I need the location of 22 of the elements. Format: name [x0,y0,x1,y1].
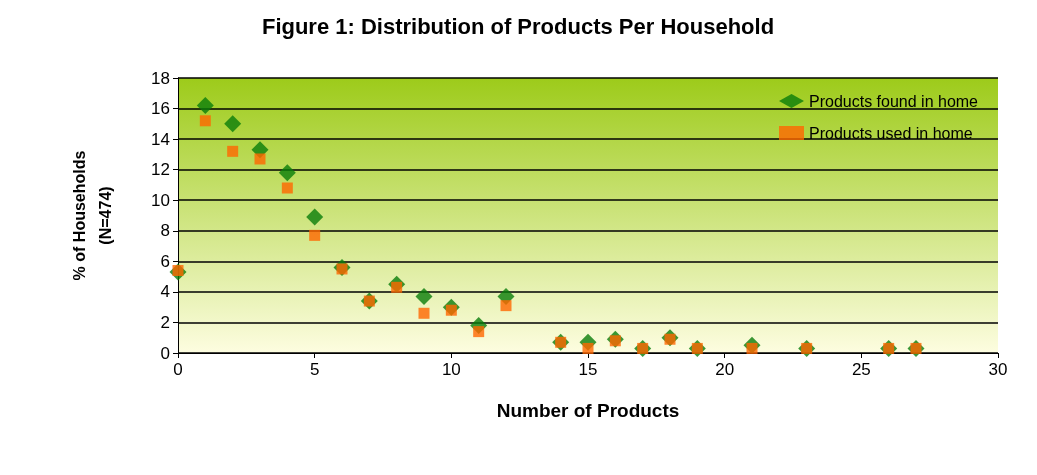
x-tick-label: 15 [578,360,598,379]
y-tick-label: 8 [160,221,170,241]
y-axis-title: % of Households (N=474) [70,150,114,281]
y-tick-label: 4 [160,282,170,302]
y-tick-label: 18 [151,68,170,88]
legend-label: Products found in home [809,92,979,110]
legend-label: Products used in home [809,124,973,142]
x-tick-label: 25 [851,360,871,379]
y-tick-label: 0 [160,343,170,363]
y-tick-label: 16 [151,99,170,119]
y-tick-label: 12 [151,160,170,180]
x-tick-label: 0 [173,360,183,379]
x-tick-label: 20 [715,360,735,379]
x-axis-title: Number of Products [496,400,680,421]
y-tick-label: 14 [151,129,170,149]
x-tick-label: 30 [988,360,1008,379]
x-tick-label: 5 [309,360,320,379]
x-tick-label: 10 [441,360,461,379]
y-tick-label: 6 [160,251,170,271]
y-tick-label: 2 [160,312,170,332]
chart-title: Figure 1: Distribution of Products Per Household [261,13,775,39]
y-tick-label: 10 [151,190,170,210]
